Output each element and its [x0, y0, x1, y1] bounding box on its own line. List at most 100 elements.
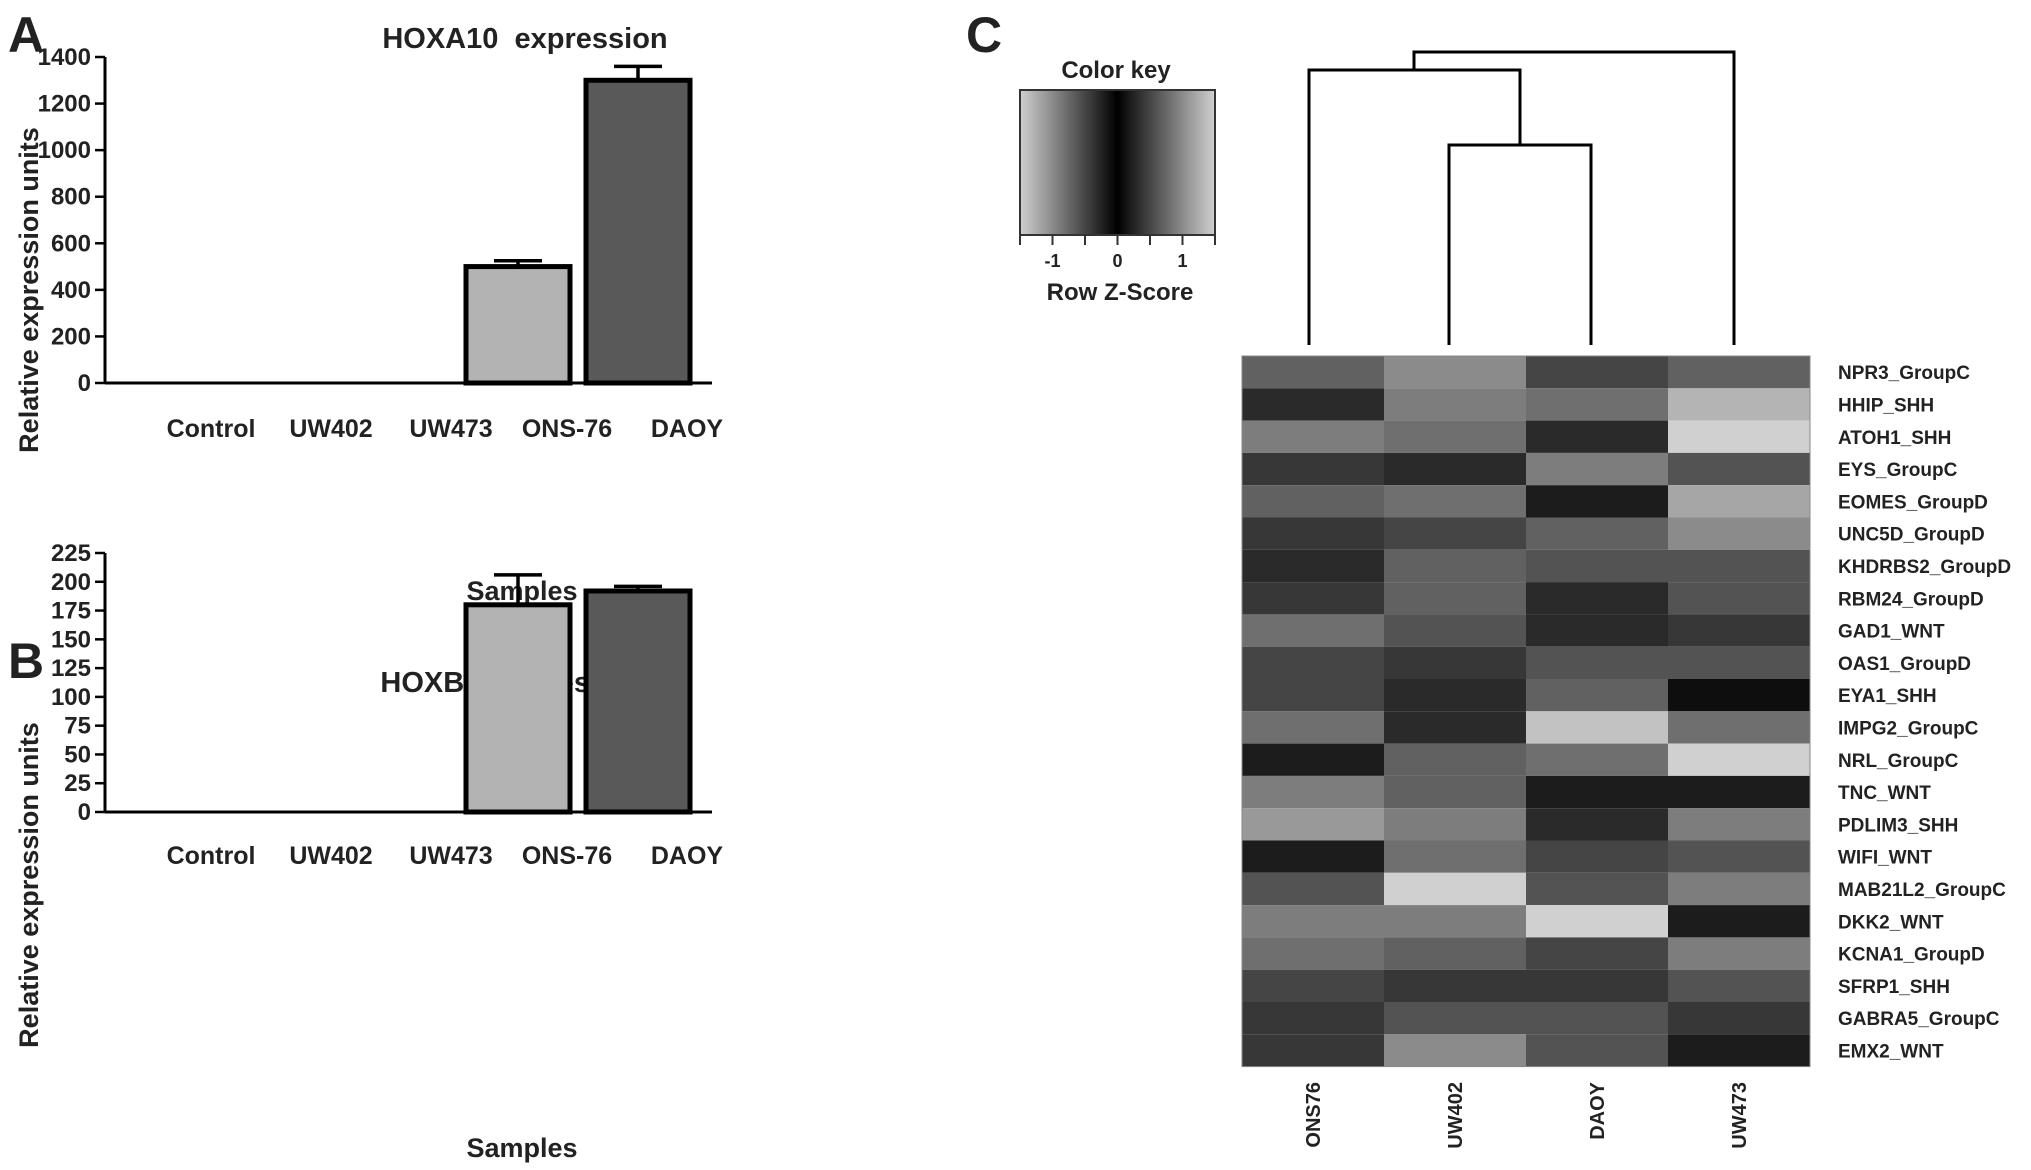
heatmap-cell [1384, 937, 1526, 970]
heatmap-cell [1384, 388, 1526, 421]
heatmap-cell [1384, 775, 1526, 809]
x-category-label: UW402 [289, 842, 372, 870]
x-category-label: Control [167, 842, 256, 870]
x-category-label: UW473 [409, 842, 492, 870]
heatmap-cell [1526, 549, 1668, 583]
heatmap-row-label: OAS1_GroupD [1838, 654, 1971, 675]
y-tick-label: 0 [78, 799, 91, 826]
color-key-tick-label: 0 [1112, 251, 1122, 271]
heatmap-cell [1526, 452, 1668, 486]
panel-letter-a: A [8, 7, 44, 63]
heatmap-cell [1242, 808, 1384, 841]
heatmap-border [1241, 355, 1811, 1068]
heatmap-cell [1242, 905, 1384, 938]
heatmap-cell [1384, 646, 1526, 679]
heatmap-cell [1526, 582, 1668, 615]
heatmap-cell [1242, 743, 1384, 776]
heatmap-cell [1242, 1002, 1384, 1035]
heatmap-cell [1526, 743, 1668, 776]
heatmap-cell [1526, 872, 1668, 906]
heatmap-cell [1242, 356, 1384, 389]
color-key-label: Row Z-Score [1047, 279, 1194, 306]
chart-a-x-axis-label: Samples [466, 576, 577, 606]
heatmap-cell [1668, 1034, 1810, 1067]
heatmap-cell [1242, 485, 1384, 518]
heatmap-row-label: PDLIM3_SHH [1838, 815, 1958, 836]
color-key-title: Color key [1061, 57, 1171, 84]
heatmap-row-label: HHIP_SHH [1838, 395, 1934, 416]
heatmap-cell [1526, 905, 1668, 938]
y-tick-label: 225 [51, 540, 91, 567]
heatmap-cell [1242, 775, 1384, 809]
y-tick-label: 600 [51, 230, 91, 257]
color-key-gradient [1019, 89, 1216, 236]
x-category-label: DAOY [651, 415, 724, 443]
y-tick-label: 1400 [38, 44, 91, 71]
heatmap-column-label: ONS76 [1303, 1082, 1325, 1148]
heatmap-cell [1668, 549, 1810, 583]
heatmap-cell [1668, 905, 1810, 938]
heatmap-row-label: EOMES_GroupD [1838, 492, 1988, 513]
heatmap-cell [1242, 711, 1384, 744]
y-tick-label: 175 [51, 598, 91, 625]
heatmap-row-label: NPR3_GroupC [1838, 363, 1970, 384]
heatmap-cell [1668, 517, 1810, 550]
heatmap-cell [1384, 582, 1526, 615]
y-tick-label: 1000 [38, 137, 91, 164]
dendrogram-branch-ons76-cluster [1307, 68, 1522, 345]
heatmap-cell [1668, 356, 1810, 389]
chart-b-x-axis-label: Samples [466, 1133, 577, 1163]
heatmap-cell [1668, 388, 1810, 421]
y-tick-label: 0 [78, 370, 91, 397]
chart-b-bars [463, 573, 693, 815]
heatmap-column-label: DAOY [1587, 1081, 1609, 1139]
heatmap-row-label: NRL_GroupC [1838, 751, 1959, 772]
y-tick-label: 75 [64, 713, 91, 740]
heatmap-cell [1668, 808, 1810, 841]
heatmap-cell [1526, 614, 1668, 647]
heatmap-row-label: GABRA5_GroupC [1838, 1009, 2000, 1030]
x-category-label: UW402 [289, 415, 372, 443]
heatmap-cell [1242, 388, 1384, 421]
heatmap-cell [1668, 969, 1810, 1002]
heatmap-cell [1668, 711, 1810, 744]
y-tick-label: 200 [51, 569, 91, 596]
panel-a-bar-chart: A HOXA10 expression Relative expression … [8, 7, 723, 606]
heatmap-cell [1384, 485, 1526, 518]
heatmap-row-label: UNC5D_GroupD [1838, 525, 1985, 546]
heatmap-cell [1526, 517, 1668, 550]
heatmap-cell [1526, 1034, 1668, 1067]
heatmap-cell [1242, 679, 1384, 712]
heatmap-cell [1242, 872, 1384, 906]
heatmap-cell [1242, 969, 1384, 1002]
heatmap-cell [1242, 614, 1384, 647]
y-tick-label: 25 [64, 770, 91, 797]
heatmap-cell [1384, 679, 1526, 712]
heatmap-cell [1384, 743, 1526, 776]
heatmap-cell [1526, 646, 1668, 679]
heatmap-row-label: EMX2_WNT [1838, 1041, 1944, 1062]
heatmap-row-label: GAD1_WNT [1838, 622, 1945, 643]
heatmap-row-label: EYA1_SHH [1838, 686, 1937, 707]
x-category-label: ONS-76 [522, 415, 612, 443]
heatmap-row-label: RBM24_GroupD [1838, 589, 1984, 610]
heatmap-cell [1526, 775, 1668, 809]
heatmap-cell [1242, 646, 1384, 679]
y-tick-label: 100 [51, 684, 91, 711]
y-tick-label: 400 [51, 277, 91, 304]
heatmap-cell [1242, 549, 1384, 583]
heatmap-row-label: DKK2_WNT [1838, 912, 1944, 933]
color-key: Color key -1 0 1 Row Z-Score [1019, 57, 1216, 306]
chart-a-y-axis-label: Relative expression units [14, 127, 44, 453]
y-tick-label: 200 [51, 323, 91, 350]
color-key-ticks: -1 0 1 [1019, 235, 1216, 271]
heatmap-cell [1668, 485, 1810, 518]
heatmap-cell [1526, 937, 1668, 970]
column-dendrogram [1307, 50, 1736, 345]
color-key-tick-label: 1 [1177, 251, 1187, 271]
chart-a-axes: 0 200 400 600 800 1000 1200 1400 Control UW402 UW4… [38, 44, 724, 443]
heatmap-row-label: KHDRBS2_GroupD [1838, 557, 2011, 578]
heatmap-cell [1384, 452, 1526, 486]
panel-letter-b: B [8, 633, 44, 689]
